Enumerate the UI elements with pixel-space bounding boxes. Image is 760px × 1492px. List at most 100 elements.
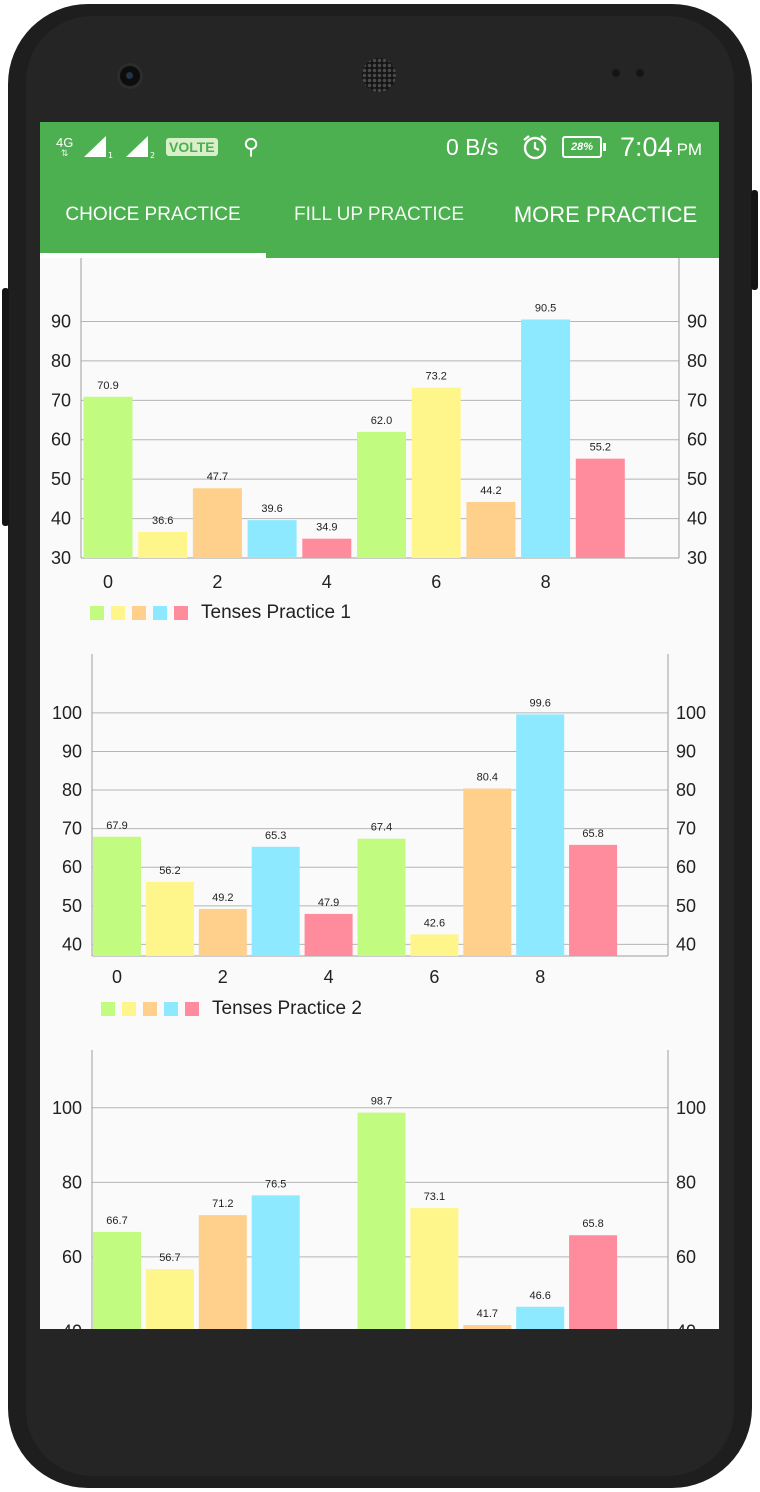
bar[interactable]	[575, 458, 625, 558]
bar[interactable]	[251, 846, 300, 956]
y-tick-label-right: 80	[676, 1172, 696, 1192]
bar[interactable]	[83, 396, 133, 558]
usb-icon: ⚲	[243, 134, 260, 160]
y-tick-label-left: 40	[51, 509, 71, 529]
bar-value-label: 80.4	[477, 772, 498, 784]
bar[interactable]	[516, 714, 565, 956]
tab-fill-up-practice[interactable]: FILL UP PRACTICE	[266, 172, 492, 258]
tab-label: CHOICE PRACTICE	[65, 204, 241, 225]
y-tick-label-right: 40	[676, 934, 696, 954]
tab-more-practice[interactable]: MORE PRACTICE	[492, 172, 719, 258]
bar[interactable]	[93, 1231, 141, 1329]
bar-value-label: 56.2	[159, 865, 180, 877]
y-tick-label-left: 50	[62, 896, 82, 916]
y-tick-label-left: 90	[62, 741, 82, 761]
bar-value-label: 41.7	[477, 1308, 498, 1320]
bar[interactable]	[138, 531, 188, 558]
y-tick-label-right: 80	[676, 780, 696, 800]
bar[interactable]	[357, 838, 406, 956]
screen: 4G ⇅ 1 2 VOLTE ⚲ 0 B/s	[40, 122, 719, 1329]
legend-swatch	[111, 606, 125, 620]
bar[interactable]	[466, 502, 516, 558]
bar[interactable]	[304, 913, 353, 956]
status-bar: 4G ⇅ 1 2 VOLTE ⚲ 0 B/s	[40, 122, 719, 172]
bar[interactable]	[302, 538, 352, 558]
legend-swatch	[132, 606, 146, 620]
y-tick-label-right: 90	[676, 741, 696, 761]
bar[interactable]	[198, 908, 247, 956]
legend-swatch	[174, 606, 188, 620]
bar[interactable]	[251, 1195, 300, 1329]
tab-bar: CHOICE PRACTICE FILL UP PRACTICE MORE PR…	[40, 172, 719, 258]
proximity-sensor	[612, 69, 620, 77]
bar-value-label: 66.7	[106, 1215, 127, 1227]
sim1-label: 1	[108, 150, 114, 160]
bar[interactable]	[521, 319, 571, 558]
bar[interactable]	[357, 431, 406, 558]
legend-swatch	[90, 606, 104, 620]
y-tick-label-left: 80	[62, 1172, 82, 1192]
battery-level: 28%	[570, 141, 594, 153]
tab-label: MORE PRACTICE	[513, 202, 698, 227]
power-button	[751, 190, 758, 290]
bar[interactable]	[247, 520, 297, 558]
bar-value-label: 42.6	[424, 917, 445, 929]
bar-value-label: 46.6	[529, 1290, 550, 1302]
clock: 7:04 PM	[620, 122, 702, 172]
bar[interactable]	[145, 1269, 194, 1329]
bar[interactable]	[569, 844, 618, 956]
bar-value-label: 49.2	[212, 892, 233, 904]
sim1-signal: 1	[82, 122, 113, 172]
bar[interactable]	[192, 488, 242, 558]
bar[interactable]	[463, 788, 512, 956]
bar-chart-tenses-practice-1[interactable]: 30 30 40 40 50 50 60 60 70 70 80 80 90 90 70.9 36.6 47.7…	[40, 258, 719, 638]
charts-scroll-view[interactable]: 30 30 40 40 50 50 60 60 70 70 80 80 90 90 70.9 36.6 47.7…	[40, 258, 719, 1329]
bar[interactable]	[410, 1208, 459, 1329]
bar-value-label: 73.1	[424, 1191, 445, 1203]
bar-chart-tenses-practice-2[interactable]: 40 40 50 50 60 60 70 70 80 80 90 90 100 100 67.9 56.2 49…	[40, 654, 719, 1034]
x-tick-label: 8	[535, 967, 545, 987]
tab-indicator	[40, 253, 266, 258]
tab-label: FILL UP PRACTICE	[294, 204, 464, 225]
bar[interactable]	[411, 387, 461, 558]
legend-swatch	[185, 1002, 199, 1016]
legend-swatch	[101, 1002, 115, 1016]
volte-badge: VOLTE	[166, 122, 218, 172]
x-tick-label: 2	[218, 967, 228, 987]
alarm-icon	[521, 122, 549, 172]
sim2-signal: 2	[124, 122, 155, 172]
legend-label: Tenses Practice 2	[212, 998, 362, 1019]
y-tick-label-right: 90	[687, 311, 707, 331]
clock-time: 7:04	[620, 131, 673, 162]
bar-value-label: 44.2	[480, 485, 501, 497]
network-indicator: 4G ⇅	[56, 122, 73, 172]
bar[interactable]	[145, 881, 194, 956]
bar[interactable]	[569, 1235, 618, 1329]
bar-value-label: 99.6	[529, 697, 550, 709]
bar[interactable]	[198, 1215, 247, 1329]
bar[interactable]	[93, 836, 141, 956]
bar-chart-tenses-practice-3[interactable]: 40406060808010010066.756.771.276.533.798…	[40, 1050, 719, 1329]
bar[interactable]	[357, 1112, 406, 1329]
bar-value-label: 47.9	[318, 897, 339, 909]
bar-value-label: 98.7	[371, 1096, 392, 1108]
y-tick-label-right: 80	[687, 351, 707, 371]
bar[interactable]	[516, 1306, 565, 1329]
bar[interactable]	[410, 934, 459, 956]
tab-choice-practice[interactable]: CHOICE PRACTICE	[40, 172, 266, 258]
bar-value-label: 62.0	[371, 415, 392, 427]
x-tick-label: 4	[322, 572, 332, 592]
bar-value-label: 47.7	[207, 471, 228, 483]
bar-value-label: 65.3	[265, 830, 286, 842]
signal-icon	[84, 136, 106, 157]
y-tick-label-right: 100	[676, 703, 706, 723]
y-tick-label-left: 70	[62, 819, 82, 839]
bar[interactable]	[463, 1325, 512, 1329]
network-speed: 0 B/s	[446, 133, 499, 160]
legend-swatch	[143, 1002, 157, 1016]
y-tick-label-left: 90	[51, 311, 71, 331]
bar-value-label: 76.5	[265, 1178, 286, 1190]
legend-label: Tenses Practice 1	[201, 602, 351, 623]
